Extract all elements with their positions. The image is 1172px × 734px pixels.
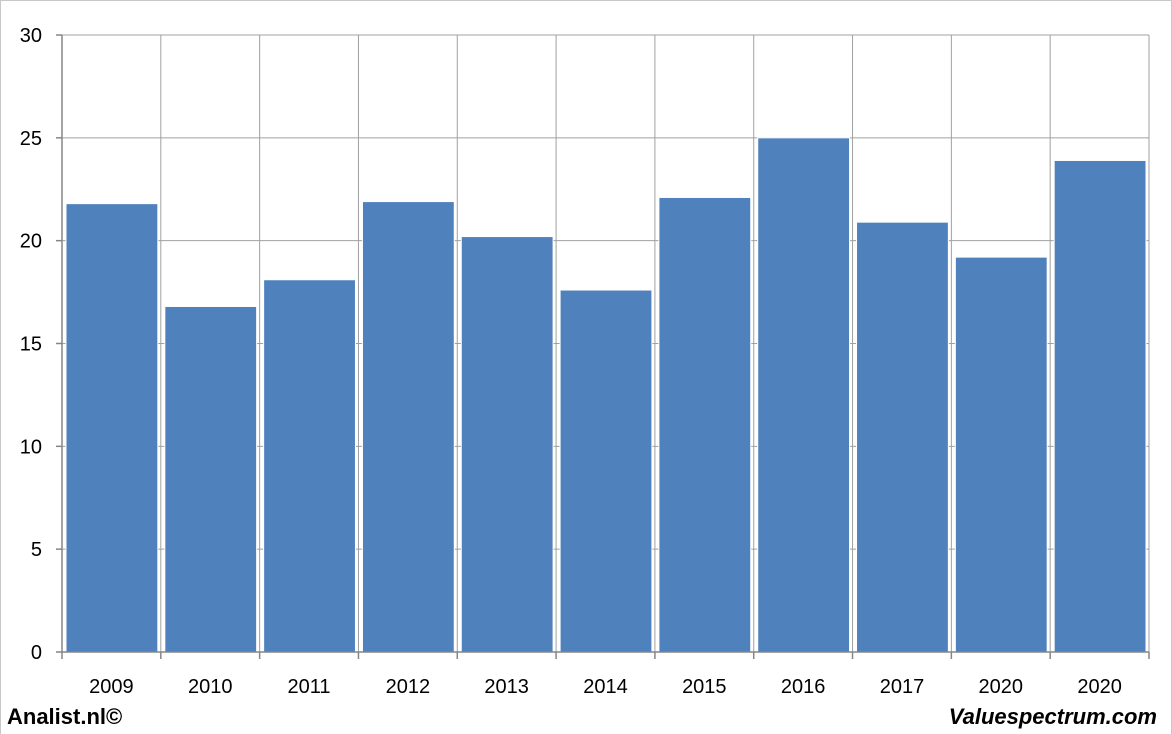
y-tick-label: 25: [20, 128, 42, 150]
bar-10: [1053, 159, 1147, 653]
y-tick-label: 0: [31, 642, 42, 664]
x-tick-label: 2012: [386, 676, 431, 698]
bar-3: [361, 201, 455, 653]
bar-7: [757, 137, 851, 653]
x-tick-label: 2020: [1077, 676, 1122, 698]
x-tick-label: 2016: [781, 676, 826, 698]
x-tick-label: 2015: [682, 676, 727, 698]
y-tick-label: 5: [31, 539, 42, 561]
x-tick-label: 2014: [583, 676, 628, 698]
bar-2: [263, 279, 356, 653]
x-tick-label: 2017: [880, 676, 925, 698]
bar-4: [460, 236, 554, 653]
bar-5: [559, 289, 653, 653]
axis-layer: [56, 34, 1150, 659]
bar-layer: [65, 137, 1147, 653]
bar-9: [954, 256, 1048, 653]
x-tick-label: 2011: [288, 676, 331, 698]
bar-6: [658, 196, 752, 653]
bar-1: [164, 305, 258, 653]
x-tick-label: 2010: [188, 676, 233, 698]
bar-0: [65, 203, 159, 653]
x-tick-label: 2009: [89, 676, 134, 698]
bar-8: [856, 221, 949, 653]
footer-left-text: Analist.nl©: [7, 704, 123, 729]
y-tick-label: 10: [20, 436, 42, 458]
label-layer: 0 5 10 15 20 25 30 2009 2010 2011 2012 2013 2014 2015…: [20, 25, 1122, 698]
y-tick-label: 15: [20, 334, 42, 356]
x-tick-label: 2013: [484, 676, 529, 698]
footer-right-text: Valuespectrum.com: [948, 704, 1157, 729]
x-tick-label: 2020: [979, 676, 1024, 698]
y-tick-label: 20: [20, 231, 42, 253]
grid-layer: [61, 34, 1150, 652]
y-tick-label: 30: [20, 25, 42, 47]
